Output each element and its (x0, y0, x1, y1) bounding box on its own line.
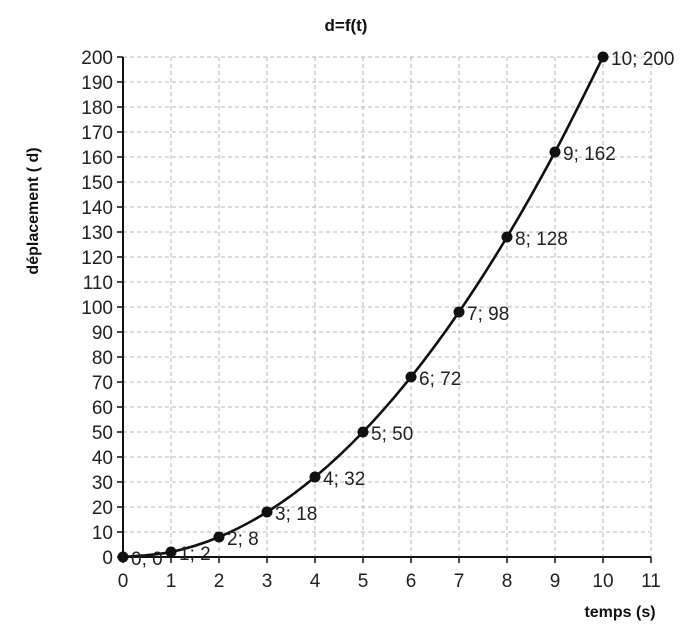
data-point (165, 546, 177, 558)
data-label: 6; 72 (419, 369, 461, 390)
data-label: 8; 128 (515, 229, 568, 250)
x-tick-label: 4 (310, 571, 321, 592)
x-tick-label: 1 (166, 571, 177, 592)
x-tick-label: 2 (214, 571, 225, 592)
data-label: 7; 98 (467, 304, 509, 325)
x-tick-label: 7 (454, 571, 465, 592)
y-tick-label: 90 (92, 323, 113, 344)
y-tick-label: 110 (83, 273, 113, 294)
data-point (501, 231, 513, 243)
y-tick-label: 150 (81, 173, 113, 194)
data-point (357, 426, 369, 438)
y-tick-label: 170 (81, 123, 113, 144)
data-point (549, 146, 561, 158)
data-point (213, 531, 225, 543)
y-tick-label: 70 (92, 373, 113, 394)
y-tick-label: 40 (92, 448, 113, 469)
data-point (309, 471, 321, 483)
y-tick-label: 60 (92, 398, 113, 419)
y-tick-label: 160 (81, 148, 113, 169)
y-tick-label: 0 (102, 548, 113, 569)
y-tick-label: 10 (92, 523, 113, 544)
y-tick-label: 100 (81, 298, 113, 319)
axes (117, 56, 652, 563)
data-label: 2; 8 (227, 529, 259, 550)
x-tick-label: 6 (406, 571, 417, 592)
data-labels: 0; 0 1; 2 2; 8 3; 18 4; 32 5; 50 6; 72 7; 98 8; … (131, 49, 674, 570)
data-point (261, 506, 273, 518)
data-label: 5; 50 (371, 424, 413, 445)
data-point (597, 51, 609, 63)
data-label: 1; 2 (179, 544, 211, 565)
y-tick-label: 50 (92, 423, 113, 444)
y-tick-label: 130 (81, 223, 113, 244)
x-tick-label: 11 (641, 571, 661, 592)
data-point (405, 371, 417, 383)
y-tick-label: 20 (92, 498, 113, 519)
x-tick-label: 10 (592, 571, 613, 592)
y-tick-label: 180 (81, 98, 113, 119)
x-axis-title: temps (s) (584, 604, 655, 621)
data-label: 3; 18 (275, 504, 317, 525)
x-tick-label: 5 (358, 571, 369, 592)
y-tick-label: 120 (81, 248, 113, 269)
x-tick-label: 9 (550, 571, 561, 592)
data-point (453, 306, 465, 318)
x-tick-label: 8 (502, 571, 513, 592)
data-point (117, 551, 129, 563)
data-label: 4; 32 (323, 469, 365, 490)
data-label: 10; 200 (611, 49, 674, 70)
y-tick-label: 30 (92, 473, 113, 494)
y-tick-label: 80 (92, 348, 113, 369)
tick-labels: 0 1 2 3 4 5 6 7 8 9 10 1101020304050607080901001101… (81, 48, 661, 592)
x-tick-label: 3 (262, 571, 273, 592)
data-label: 0; 0 (131, 549, 163, 570)
chart-title: d=f(t) (325, 16, 368, 35)
data-label: 9; 162 (563, 144, 616, 165)
grid-lines (123, 56, 652, 557)
x-tick-label: 0 (118, 571, 129, 592)
y-tick-label: 140 (81, 198, 113, 219)
y-tick-label: 200 (81, 48, 113, 69)
y-tick-label: 190 (81, 73, 113, 94)
series-layer (117, 51, 609, 563)
y-axis-title: déplacement ( d) (25, 147, 42, 274)
